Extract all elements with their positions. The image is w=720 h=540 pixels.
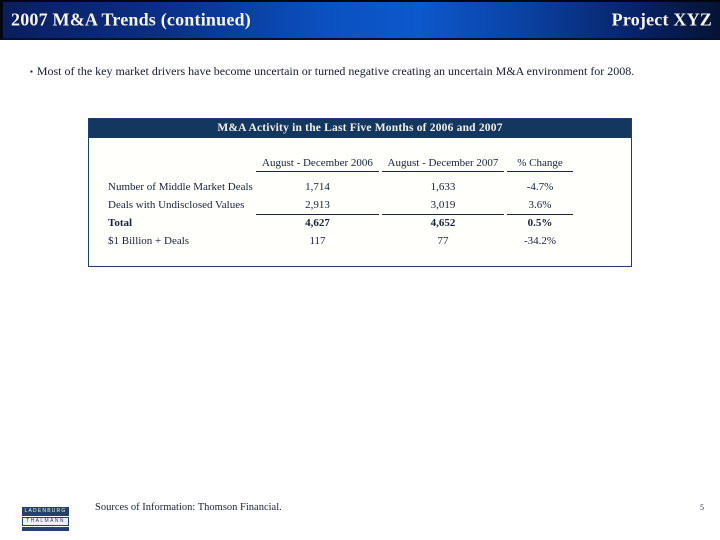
- column-header-2007: August - December 2007: [382, 156, 504, 172]
- value-change: -4.7%: [526, 181, 554, 193]
- logo-line-1: LADENBURG: [22, 507, 69, 516]
- column-header-change: % Change: [507, 156, 573, 172]
- value-2007: 3,019: [382, 196, 504, 215]
- value-2006: 4,627: [305, 217, 330, 229]
- page-title: 2007 M&A Trends (continued): [11, 9, 251, 30]
- row-label: Number of Middle Market Deals: [108, 181, 253, 193]
- table-title: M&A Activity in the Last Five Months of …: [89, 119, 631, 138]
- bullet-point: ▪ Most of the key market drivers have bec…: [30, 64, 696, 79]
- value-2007: 1,633: [430, 181, 456, 193]
- page-number: 5: [700, 503, 704, 512]
- header-spacer: [89, 156, 253, 172]
- value-change: 0.5%: [527, 217, 553, 229]
- value-change: -34.2%: [523, 235, 557, 247]
- column-header-2006: August - December 2006: [256, 156, 379, 172]
- value-2006: 1,714: [305, 181, 330, 193]
- source-note: Sources of Information: Thomson Financia…: [95, 502, 282, 513]
- table-row: Number of Middle Market Deals 1,714 1,63…: [89, 178, 631, 196]
- project-label: Project XYZ: [611, 9, 712, 30]
- bullet-icon: ▪: [30, 66, 33, 76]
- value-change: 3.6%: [507, 196, 573, 215]
- row-label: Total: [108, 217, 133, 229]
- company-logo: LADENBURG THALMANN: [22, 507, 69, 531]
- table-row-total: Total 4,627 4,652 0.5%: [89, 214, 631, 232]
- logo-line-2: THALMANN: [22, 517, 69, 526]
- row-label: $1 Billion + Deals: [108, 235, 190, 247]
- value-2007: 4,652: [430, 217, 456, 229]
- bullet-text: Most of the key market drivers have beco…: [36, 64, 635, 78]
- logo-fineprint-strip: [22, 527, 69, 531]
- value-2006: 2,913: [256, 196, 379, 215]
- table-header-row: August - December 2006 August - December…: [89, 156, 631, 172]
- table-row: Deals with Undisclosed Values 2,913 3,01…: [89, 196, 631, 215]
- table-row: $1 Billion + Deals 117 77 -34.2%: [89, 232, 631, 250]
- value-2006: 117: [309, 235, 326, 247]
- slide-header: 2007 M&A Trends (continued) Project XYZ: [0, 0, 720, 40]
- value-2007: 77: [437, 235, 449, 247]
- table-body: Number of Middle Market Deals 1,714 1,63…: [89, 178, 631, 250]
- mna-activity-table: M&A Activity in the Last Five Months of …: [88, 118, 632, 267]
- row-label: Deals with Undisclosed Values: [108, 199, 245, 211]
